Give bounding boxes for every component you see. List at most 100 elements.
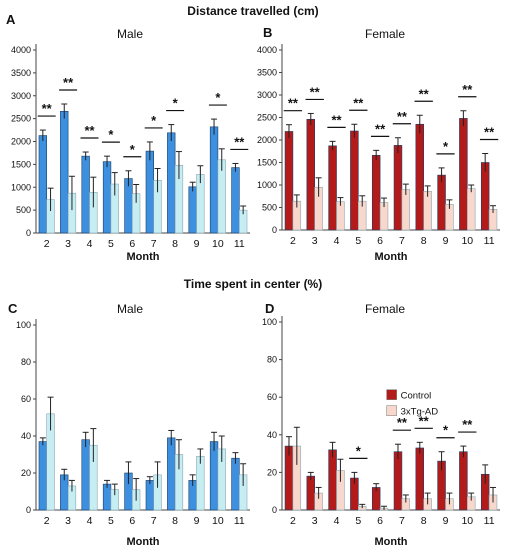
- bar-control: [393, 145, 403, 231]
- x-tick-label: 4: [334, 515, 340, 527]
- panel-letter: D: [265, 301, 274, 316]
- x-tick-label: 6: [129, 515, 135, 527]
- significance-marker: *: [443, 423, 449, 438]
- significance-marker: **: [462, 82, 473, 97]
- y-tick-label: 2500: [257, 113, 277, 123]
- y-tick-label: 1500: [11, 159, 31, 169]
- bar-control: [480, 162, 490, 231]
- y-tick-label: 100: [16, 320, 31, 330]
- bar-control: [459, 451, 468, 511]
- significance-marker: *: [215, 90, 221, 105]
- x-tick-label: 9: [194, 238, 200, 250]
- y-tick-label: 40: [267, 430, 277, 440]
- x-tick-label: 10: [461, 235, 473, 247]
- significance-marker: **: [310, 84, 321, 99]
- bar-3xtg-ad: [196, 174, 205, 234]
- charts-container: AMale050010001500200025003000350040002**…: [6, 12, 500, 548]
- significance-marker: **: [419, 86, 430, 101]
- bar-control: [60, 111, 69, 234]
- x-tick-label: 10: [212, 238, 224, 250]
- y-tick-label: 1500: [257, 158, 277, 168]
- y-tick-label: 3500: [11, 68, 31, 78]
- bar-control: [102, 161, 112, 234]
- y-tick-label: 0: [26, 228, 31, 238]
- significance-marker: *: [130, 142, 136, 157]
- section-title-distance: Distance travelled (cm): [187, 4, 318, 18]
- legend-label: Control: [401, 391, 432, 402]
- y-tick-label: 60: [21, 394, 31, 404]
- y-tick-label: 20: [267, 467, 277, 477]
- legend-swatch: [386, 389, 397, 400]
- x-tick-label: 11: [484, 515, 495, 527]
- y-tick-label: 3000: [257, 90, 277, 100]
- bar-control: [284, 131, 294, 231]
- bar-control: [393, 451, 403, 511]
- bar-3xtg-ad: [466, 188, 476, 231]
- bar-control: [38, 441, 47, 511]
- bar-control: [328, 449, 337, 511]
- chart-title: Female: [365, 302, 405, 316]
- chart-title: Male: [117, 27, 143, 41]
- x-tick-label: 10: [461, 515, 473, 527]
- bar-3xtg-ad: [423, 191, 432, 231]
- x-tick-label: 2: [44, 238, 50, 250]
- chart-panel-d: D Female 0 20 40 60 80 100 2 3 4 5 * 6 7 ** 8 ** 9 * 10 ** 11 M…: [262, 301, 500, 548]
- section-title-center-time: Time spent in center (%): [184, 277, 322, 291]
- bar-control: [209, 441, 219, 511]
- y-tick-label: 3000: [11, 91, 31, 101]
- x-tick-label: 7: [151, 515, 157, 527]
- significance-marker: **: [419, 413, 430, 428]
- bar-control: [102, 483, 112, 511]
- x-tick-label: 8: [421, 515, 427, 527]
- y-tick-label: 60: [267, 392, 277, 402]
- bar-control: [415, 447, 424, 511]
- panel-letter: C: [8, 301, 18, 316]
- x-axis-label: Month: [375, 536, 408, 548]
- significance-marker: *: [108, 127, 114, 142]
- bar-control: [284, 445, 294, 511]
- bar-control: [167, 437, 176, 511]
- bar-control: [231, 457, 240, 511]
- bar-3xtg-ad: [196, 456, 205, 511]
- x-tick-label: 5: [108, 238, 114, 250]
- x-tick-label: 8: [421, 235, 427, 247]
- bar-control: [437, 174, 446, 231]
- x-tick-label: 6: [129, 238, 135, 250]
- x-tick-label: 8: [172, 515, 178, 527]
- bar-control: [145, 150, 155, 234]
- y-tick-label: 3500: [257, 68, 277, 78]
- x-tick-label: 11: [234, 238, 245, 250]
- significance-marker: **: [397, 415, 408, 430]
- chart-title: Female: [365, 27, 405, 41]
- x-tick-label: 4: [334, 235, 340, 247]
- x-tick-label: 5: [355, 515, 361, 527]
- significance-marker: *: [173, 96, 179, 111]
- significance-marker: **: [84, 123, 95, 138]
- bar-control: [350, 130, 359, 231]
- bar-control: [371, 155, 381, 231]
- bar-control: [145, 480, 155, 511]
- x-tick-label: 9: [443, 515, 449, 527]
- significance-marker: **: [331, 112, 342, 127]
- significance-marker: *: [443, 139, 449, 154]
- bar-control: [167, 132, 176, 234]
- legend-label: 3xTg-AD: [401, 407, 439, 418]
- significance-marker: **: [375, 121, 386, 136]
- legend: Control 3xTg-AD: [386, 389, 439, 418]
- y-tick-label: 0: [26, 505, 31, 515]
- y-tick-label: 1000: [11, 182, 31, 192]
- y-tick-label: 500: [16, 205, 31, 215]
- bar-control: [306, 119, 315, 231]
- bar-control: [209, 126, 219, 234]
- x-tick-label: 3: [65, 238, 71, 250]
- x-tick-label: 11: [484, 235, 495, 247]
- x-tick-label: 6: [377, 515, 383, 527]
- y-tick-label: 4000: [11, 45, 31, 55]
- x-tick-label: 5: [108, 515, 114, 527]
- y-tick-label: 0: [272, 225, 277, 235]
- y-tick-label: 20: [21, 468, 31, 478]
- y-tick-label: 2500: [11, 114, 31, 124]
- y-tick-label: 2000: [257, 135, 277, 145]
- y-tick-label: 2000: [11, 137, 31, 147]
- x-tick-label: 3: [312, 515, 318, 527]
